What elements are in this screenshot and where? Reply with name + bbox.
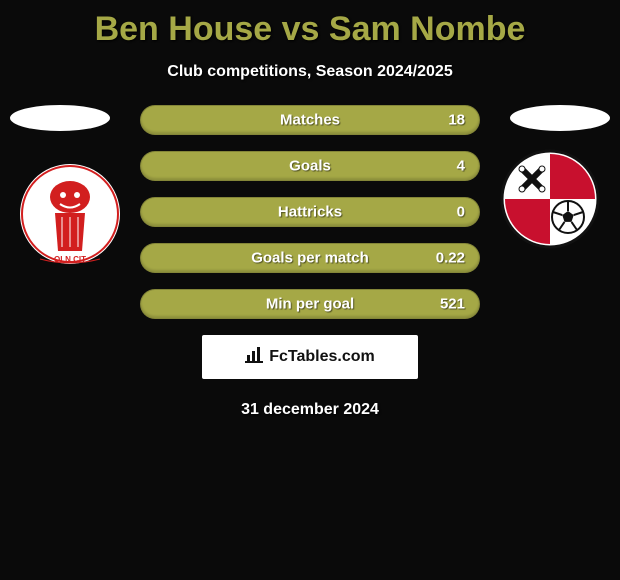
stat-value: 4: [457, 158, 465, 175]
brand-text: FcTables.com: [269, 348, 375, 366]
stat-row-goals-per-match: Goals per match 0.22: [140, 243, 480, 273]
stat-label: Hattricks: [278, 204, 342, 221]
stat-value: 521: [440, 296, 465, 313]
comparison-stage: OLN CIT: [0, 105, 620, 319]
stat-row-min-per-goal: Min per goal 521: [140, 289, 480, 319]
stat-pills: Matches 18 Goals 4 Hattricks 0 Goals per…: [140, 105, 480, 319]
stat-value: 0: [457, 204, 465, 221]
stat-row-matches: Matches 18: [140, 105, 480, 135]
chart-icon: [245, 347, 263, 368]
club-badge-left: OLN CIT: [20, 159, 120, 269]
stat-label: Matches: [280, 112, 340, 129]
player-placeholder-left: [10, 105, 110, 131]
svg-text:OLN CIT: OLN CIT: [54, 255, 86, 264]
stat-row-goals: Goals 4: [140, 151, 480, 181]
stat-row-hattricks: Hattricks 0: [140, 197, 480, 227]
player-placeholder-right: [510, 105, 610, 131]
subtitle: Club competitions, Season 2024/2025: [0, 63, 620, 81]
stat-label: Goals: [289, 158, 331, 175]
date-text: 31 december 2024: [0, 401, 620, 419]
page-title: Ben House vs Sam Nombe: [0, 0, 620, 49]
stat-label: Goals per match: [251, 250, 369, 267]
brand-box[interactable]: FcTables.com: [202, 335, 418, 379]
stat-value: 0.22: [436, 250, 465, 267]
stat-label: Min per goal: [266, 296, 354, 313]
stat-value: 18: [448, 112, 465, 129]
club-badge-right: [500, 149, 600, 259]
